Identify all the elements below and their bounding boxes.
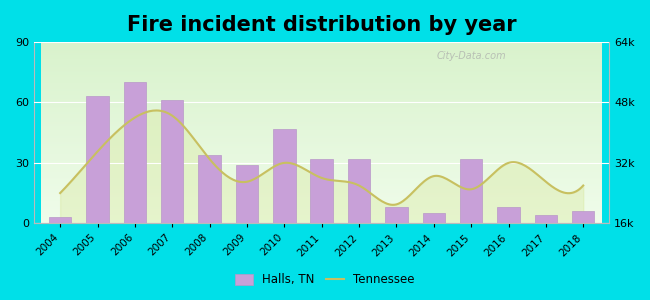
- Bar: [460, 159, 482, 223]
- Title: Fire incident distribution by year: Fire incident distribution by year: [127, 15, 517, 35]
- Bar: [311, 159, 333, 223]
- Bar: [124, 82, 146, 223]
- Bar: [49, 217, 72, 223]
- Bar: [497, 207, 520, 223]
- Bar: [535, 215, 557, 223]
- Bar: [86, 97, 109, 223]
- Bar: [236, 165, 258, 223]
- Bar: [161, 100, 183, 223]
- Legend: Halls, TN, Tennessee: Halls, TN, Tennessee: [230, 269, 420, 291]
- Bar: [385, 207, 408, 223]
- Bar: [198, 155, 221, 223]
- Bar: [273, 129, 296, 223]
- Bar: [572, 211, 595, 223]
- Text: City-Data.com: City-Data.com: [437, 51, 506, 61]
- Bar: [422, 213, 445, 223]
- Bar: [348, 159, 370, 223]
